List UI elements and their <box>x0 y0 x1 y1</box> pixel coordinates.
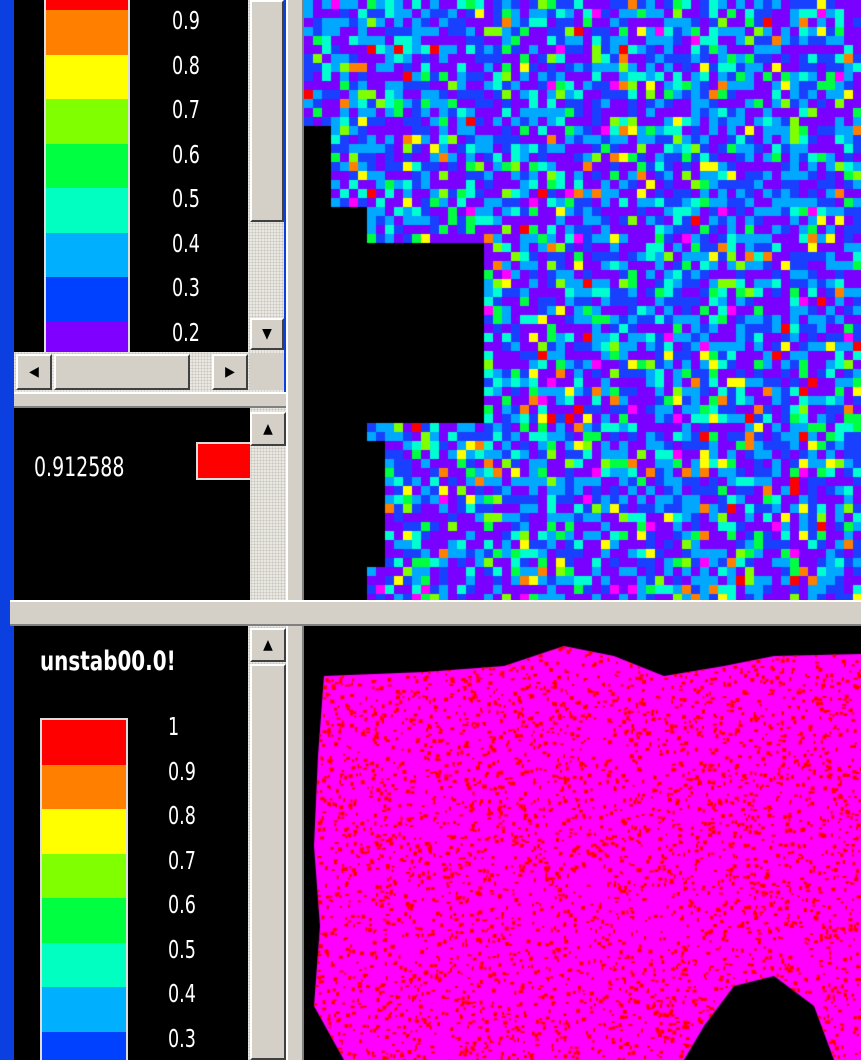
legend-tick-label: 0.9 <box>172 6 200 35</box>
panel-divider <box>14 392 286 408</box>
top-legend-hscroll-corner <box>250 354 284 390</box>
legend-swatch <box>42 853 126 898</box>
legend-tick-label: 0.4 <box>172 228 200 258</box>
legend-tick-label: 0.3 <box>168 1023 196 1053</box>
legend-swatch <box>46 99 128 144</box>
legend-swatch <box>46 54 128 99</box>
legend-swatch <box>46 277 128 322</box>
scroll-right-icon[interactable]: ▶ <box>212 354 248 390</box>
legend-swatch <box>42 720 126 765</box>
scroll-left-icon[interactable]: ◀ <box>16 354 52 390</box>
bottom-raster-map[interactable] <box>304 626 861 1060</box>
legend-tick-label: 0.5 <box>172 184 200 213</box>
legend-tick-label: 0.2 <box>172 317 200 347</box>
legend-tick-label: 0.7 <box>168 845 196 875</box>
legend-swatch <box>42 942 126 987</box>
scroll-up-glyph: ▲ <box>263 637 273 653</box>
bottom-legend-vscroll-thumb[interactable] <box>250 664 286 1060</box>
legend-tick-label: 1 <box>168 712 180 741</box>
horizontal-splitter[interactable] <box>10 600 861 626</box>
legend-tick-label: 0.5 <box>168 934 196 964</box>
probe-panel: 0.912588 <box>14 408 250 608</box>
probe-color-swatch <box>196 442 250 480</box>
bottom-legend-colorbar <box>40 718 128 1060</box>
scroll-down-icon[interactable]: ▼ <box>250 318 284 350</box>
scroll-right-glyph: ▶ <box>225 364 235 380</box>
legend-swatch <box>42 898 126 943</box>
legend-swatch <box>42 764 126 809</box>
legend-swatch <box>42 1031 126 1060</box>
legend-swatch <box>46 232 128 277</box>
legend-swatch <box>46 321 128 352</box>
vertical-splitter[interactable] <box>286 0 304 1060</box>
top-legend-panel: 0.9 0.8 0.7 0.6 0.5 0.4 0.3 0.2 <box>14 0 248 352</box>
scroll-up-icon[interactable]: ▲ <box>250 412 286 446</box>
legend-tick-label: 0.4 <box>168 979 196 1008</box>
legend-swatch <box>46 143 128 188</box>
bottom-legend-panel: unstab00.0! 1 0.9 0.8 0.7 0.6 0.5 0.4 0.3 <box>14 626 248 1060</box>
top-legend-colorbar <box>44 0 130 352</box>
legend-tick-label: 0.8 <box>168 801 196 830</box>
top-legend-vscroll-thumb[interactable] <box>250 0 284 222</box>
legend-tick-label: 0.3 <box>172 273 200 302</box>
legend-swatch <box>46 10 128 55</box>
legend-tick-label: 0.6 <box>168 890 196 919</box>
legend-swatch <box>46 188 128 233</box>
scroll-up-icon[interactable]: ▲ <box>250 628 286 662</box>
scroll-up-glyph: ▲ <box>263 421 273 437</box>
scroll-down-glyph: ▼ <box>262 326 272 342</box>
scroll-left-glyph: ◀ <box>29 364 39 380</box>
layer-title: unstab00.0! <box>40 646 176 677</box>
legend-tick-label: 0.9 <box>168 756 196 786</box>
legend-swatch <box>42 809 126 854</box>
top-raster-map[interactable] <box>304 0 861 600</box>
top-legend-hscroll-thumb[interactable] <box>54 354 190 390</box>
legend-swatch <box>42 987 126 1032</box>
legend-tick-label: 0.7 <box>172 95 200 124</box>
top-legend-swatch-cut <box>46 0 128 10</box>
legend-tick-label: 0.8 <box>172 50 200 80</box>
legend-tick-label: 0.6 <box>172 139 200 169</box>
probe-value: 0.912588 <box>34 452 125 483</box>
